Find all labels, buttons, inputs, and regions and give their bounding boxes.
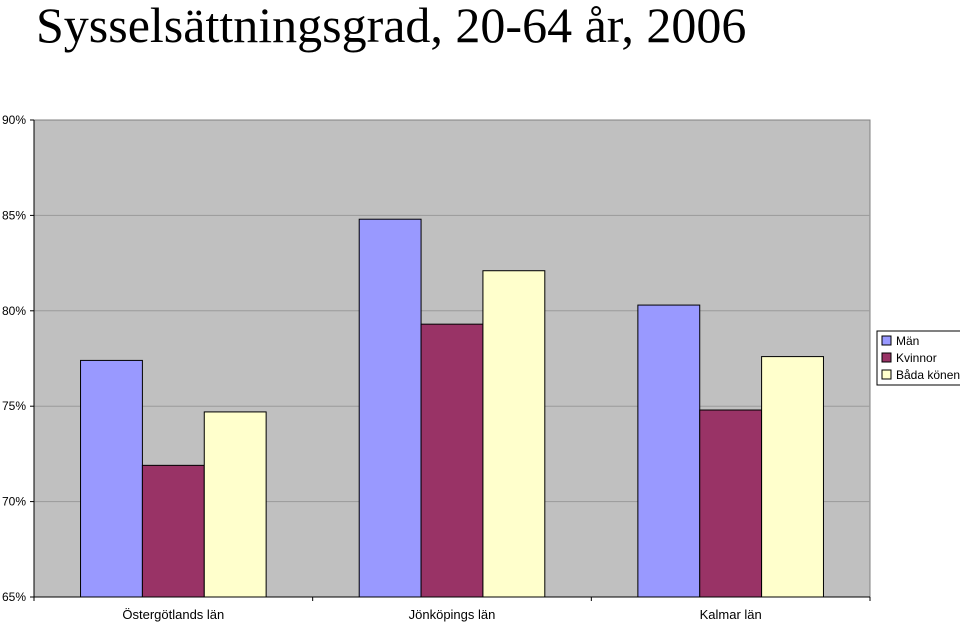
y-tick-label: 85% <box>2 208 26 222</box>
bar-2-1 <box>141 464 205 598</box>
legend-swatch <box>881 335 892 346</box>
legend-swatch <box>881 352 892 363</box>
x-axis: Östergötlands län Jönköpings län Kalmar lä… <box>33 596 871 622</box>
legend: Män Kvinnor Båda könen <box>876 330 960 386</box>
bar-1-1 <box>80 359 143 598</box>
x-tick-label: Jönköpings län <box>409 607 496 622</box>
chart-title: Sysselsättningsgrad, 20-64 år, 2006 <box>36 0 746 53</box>
y-axis-ticks: 90% 85% 80% 75% 70% 65% <box>2 113 35 604</box>
bar-3-3 <box>761 356 824 598</box>
y-tick-label: 65% <box>2 590 26 604</box>
x-tick-label: Kalmar län <box>700 607 762 622</box>
y-tick-label: 75% <box>2 399 26 413</box>
x-tick-label: Östergötlands län <box>122 607 224 622</box>
legend-label: Båda könen <box>896 368 960 382</box>
bar-2-3 <box>699 409 763 598</box>
legend-swatch <box>881 369 892 380</box>
y-tick-label: 80% <box>2 304 26 318</box>
bar-2-2 <box>420 323 484 598</box>
legend-label: Kvinnor <box>896 351 937 365</box>
bar-1-3 <box>637 304 701 598</box>
bar-3-1 <box>203 411 267 598</box>
bar-3-2 <box>482 270 546 598</box>
bar-1-2 <box>358 218 422 598</box>
y-tick-label: 70% <box>2 495 26 509</box>
y-tick-label: 90% <box>2 113 26 127</box>
bars <box>80 218 824 598</box>
legend-label: Män <box>896 334 919 348</box>
